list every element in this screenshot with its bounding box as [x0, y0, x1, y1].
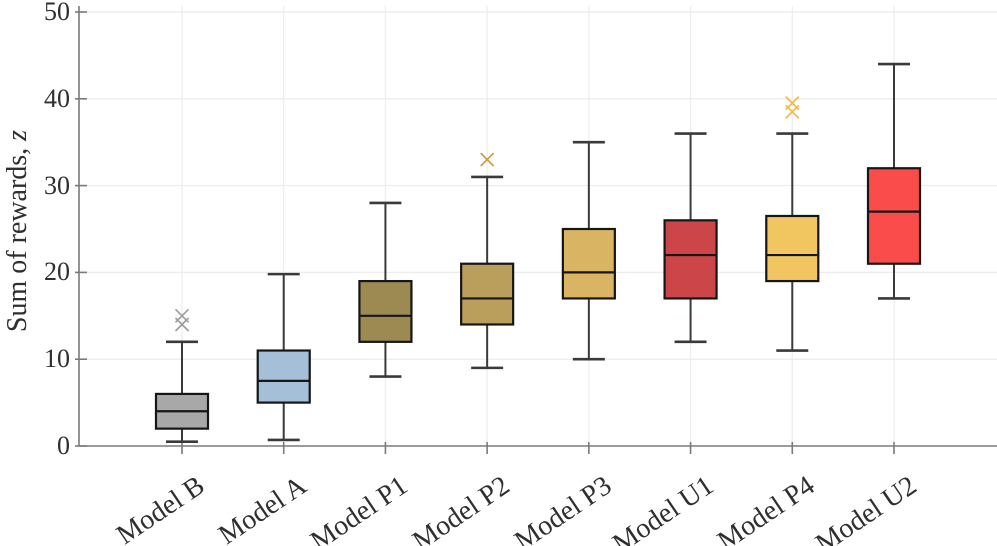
y-tick-label-30: 30 [44, 170, 70, 200]
boxplot-model-u2 [866, 62, 922, 300]
iqr-box [765, 214, 820, 283]
iqr-box [663, 219, 718, 300]
boxplot-model-a [256, 272, 311, 442]
iqr-box [561, 227, 616, 300]
y-gridlines [79, 11, 997, 360]
y-tick-label-50: 50 [44, 0, 70, 26]
iqr-box [358, 279, 413, 343]
boxplot-model-b [154, 308, 210, 443]
boxplot-model-u1 [663, 132, 718, 344]
boxplot-model-p3 [561, 140, 616, 361]
outlier-cross [480, 152, 495, 167]
outlier-cross [785, 96, 800, 111]
y-axis-title-text: Sum of rewards, [2, 140, 33, 333]
boxplot-model-p2 [460, 152, 515, 370]
boxplot-model-p1 [358, 201, 413, 378]
y-tick-label-40: 40 [44, 83, 70, 113]
iqr-box [866, 167, 922, 265]
boxplot-model-p4 [765, 96, 820, 352]
axis-ticks [75, 11, 895, 454]
axes [78, 6, 997, 447]
iqr-box [460, 262, 515, 326]
iqr-box [256, 349, 311, 404]
outlier-cross [174, 308, 190, 323]
y-axis-title-variable: z [2, 129, 33, 141]
y-tick-label-10: 10 [44, 344, 70, 374]
y-tick-label-20: 20 [44, 257, 70, 287]
y-axis-title: Sum of rewards, z [1, 1, 35, 461]
y-tick-label-0: 0 [57, 431, 70, 460]
